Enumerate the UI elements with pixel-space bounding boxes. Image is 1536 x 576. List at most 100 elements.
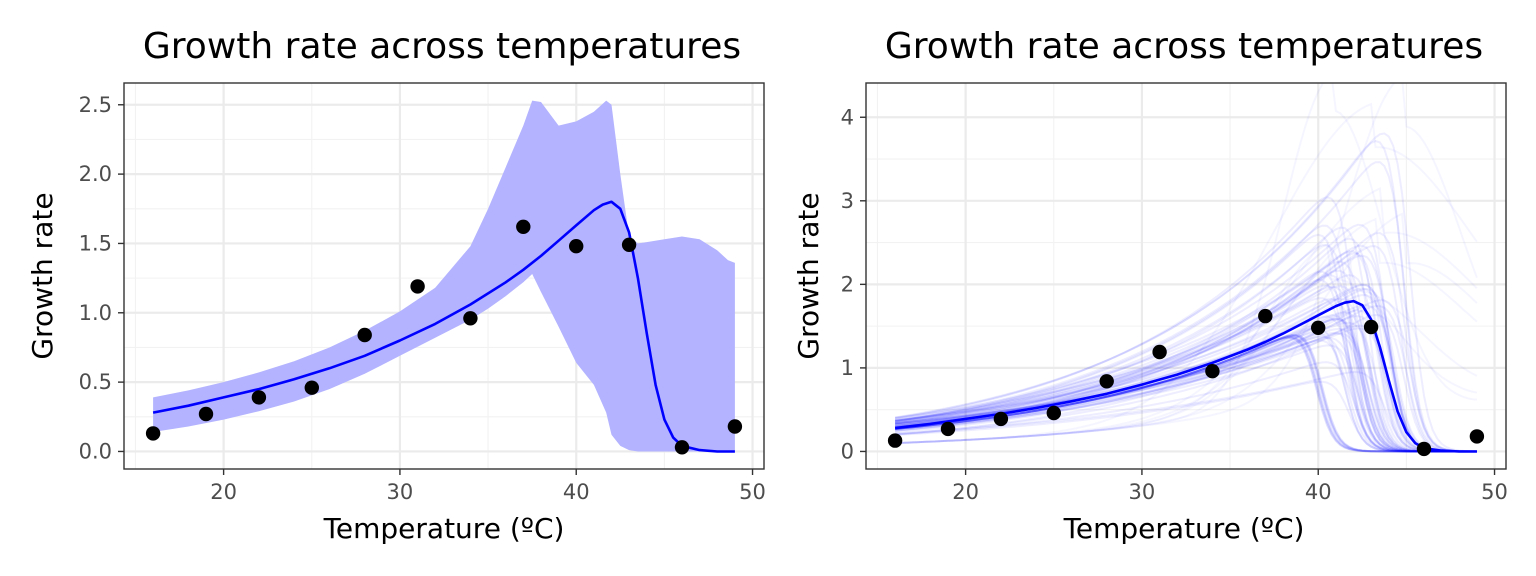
chart-title: Growth rate across temperatures [143,26,741,67]
bootstrap-curve [894,226,1477,453]
y-axis-title: Growth rate [26,192,59,359]
bootstrap-curve [894,244,1477,453]
bootstrap-curve [894,304,1477,453]
bootstrap-curve [894,315,1477,453]
bootstrap-curve [895,336,1477,453]
data-point [1152,344,1167,360]
x-tick-label: 30 [387,480,414,504]
bootstrap-curve [895,334,1477,453]
bootstrap-curve [895,339,1477,453]
bootstrap-curve [894,233,1477,453]
bootstrap-curve [894,260,1477,453]
fit-line [894,299,1477,453]
plot-content [894,83,1478,453]
bootstrap-curve [895,327,1477,453]
y-tick-label: 0.5 [79,370,112,394]
data-point [993,411,1009,427]
bootstrap-curve [894,284,1477,453]
bootstrap-curve [894,270,1477,453]
bootstrap-curve [894,285,1477,453]
bootstrap-curve [894,285,1477,453]
x-tick-label: 20 [210,480,237,504]
x-axis-title: Temperature (ºC) [1063,512,1305,545]
bootstrap-curve [895,332,1477,453]
bootstrap-curve [895,317,1477,453]
bootstrap-curve [895,311,1477,453]
bootstrap-curve [895,315,1477,453]
bootstrap-curve [895,293,1477,453]
x-tick-label: 50 [1481,480,1508,504]
y-tick-label: 2.0 [79,162,112,186]
bootstrap-curve [894,321,1477,453]
data-point [1416,441,1432,457]
x-tick-label: 50 [739,480,766,504]
confidence-ribbon [153,100,735,452]
data-point [1469,429,1485,444]
data-point [1363,319,1379,335]
bootstrap-curve [895,333,1477,453]
bootstrap-curve [895,370,1477,453]
bootstrap-curve [895,83,1478,445]
data-point [1099,374,1114,389]
y-tick-label: 1 [841,356,854,380]
bootstrap-curve [895,326,1477,453]
bootstrap-curve [894,297,1477,453]
x-axis-title: Temperature (ºC) [323,512,565,545]
bootstrap-curve [895,212,1478,445]
data-point [251,390,267,405]
chart-title: Growth rate across temperatures [885,26,1483,67]
bootstrap-curve [895,102,1478,445]
plot-background [866,83,1506,469]
bootstrap-curve [894,244,1477,453]
data-point [463,311,478,326]
x-tick-label: 40 [563,480,590,504]
bootstrap-curve [895,249,1478,445]
bootstrap-curve [895,331,1477,453]
chart-panel-left: 20 30 40 50 0.0 0.5 1.0 1.5 2.0 2.5 Growth rate ac… [26,26,766,545]
x-tick-label: 20 [952,480,979,504]
y-tick-label: 0.0 [79,439,112,463]
data-point [1205,364,1220,379]
panel-border [123,82,765,470]
data-point [621,237,637,252]
bootstrap-curve [894,297,1477,453]
bootstrap-curve [895,314,1477,453]
y-axis-title: Growth rate [792,192,825,359]
panel-border [865,82,1507,470]
data-point [887,433,903,448]
data-point [940,421,956,437]
y-tick-label: 1.5 [79,231,112,255]
data-point [1046,405,1062,421]
x-tick-label: 40 [1305,480,1332,504]
bootstrap-curve [894,283,1477,453]
bootstrap-curve [895,334,1477,453]
x-tick-label: 30 [1129,480,1156,504]
bootstrap-curve [895,335,1477,453]
bootstrap-curve [894,283,1477,453]
y-tick-label: 0 [841,439,854,463]
chart-panel-right: 20 30 40 50 0 1 2 3 4 Growth rate across temperat… [792,26,1508,545]
bootstrap-curve [894,297,1477,453]
bootstrap-curve [894,254,1477,453]
bootstrap-curve [895,335,1477,453]
bootstrap-curve [894,132,1477,453]
data-point [516,219,531,234]
data-point [674,440,690,455]
data-point [1311,320,1326,335]
data-point [145,426,161,441]
bootstrap-curve [895,313,1477,453]
bootstrap-curve [894,196,1477,453]
bootstrap-curve [895,327,1477,453]
data-point [304,380,319,395]
bootstrap-curve [895,186,1478,445]
data-point [410,279,425,294]
y-tick-label: 1.0 [79,301,112,325]
data-point [727,419,743,434]
fit-line [152,200,735,453]
bootstrap-curve [895,336,1477,453]
bootstrap-curve [894,237,1477,453]
bootstrap-curve [894,269,1477,453]
bootstrap-curve [894,161,1477,453]
bootstrap-curve [894,224,1477,453]
bootstrap-curve [895,318,1477,453]
